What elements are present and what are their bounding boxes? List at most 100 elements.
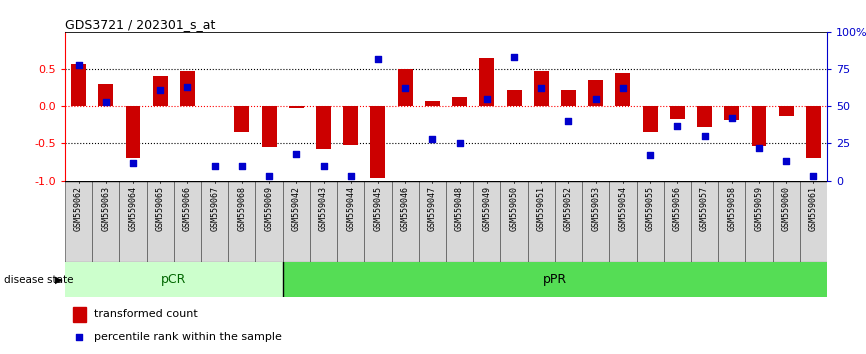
FancyBboxPatch shape bbox=[255, 181, 282, 262]
Text: pCR: pCR bbox=[161, 273, 186, 286]
Point bbox=[643, 153, 657, 158]
Text: transformed count: transformed count bbox=[94, 309, 197, 319]
Text: GSM559047: GSM559047 bbox=[428, 186, 436, 231]
Bar bbox=[669, 106, 685, 119]
Point bbox=[534, 86, 548, 91]
FancyBboxPatch shape bbox=[772, 181, 800, 262]
Text: GDS3721 / 202301_s_at: GDS3721 / 202301_s_at bbox=[65, 18, 216, 31]
Bar bbox=[643, 106, 657, 132]
Text: ▶: ▶ bbox=[55, 275, 62, 285]
Bar bbox=[724, 106, 740, 120]
Bar bbox=[371, 106, 385, 178]
FancyBboxPatch shape bbox=[691, 181, 718, 262]
Point bbox=[806, 173, 820, 179]
Point bbox=[153, 87, 167, 93]
Bar bbox=[288, 106, 304, 108]
Point bbox=[208, 163, 222, 169]
FancyBboxPatch shape bbox=[365, 181, 391, 262]
Bar bbox=[533, 71, 549, 106]
Bar bbox=[126, 106, 140, 158]
Text: GSM559049: GSM559049 bbox=[482, 186, 491, 231]
FancyBboxPatch shape bbox=[663, 181, 691, 262]
Point bbox=[561, 118, 575, 124]
Text: GSM559061: GSM559061 bbox=[809, 186, 818, 231]
FancyBboxPatch shape bbox=[337, 181, 365, 262]
Point bbox=[317, 163, 331, 169]
Point bbox=[371, 56, 385, 62]
Point bbox=[73, 334, 87, 339]
FancyBboxPatch shape bbox=[501, 181, 527, 262]
Text: GSM559051: GSM559051 bbox=[537, 186, 546, 231]
Point bbox=[752, 145, 766, 151]
FancyBboxPatch shape bbox=[310, 181, 337, 262]
Point bbox=[99, 99, 113, 104]
FancyBboxPatch shape bbox=[391, 181, 419, 262]
Point bbox=[670, 123, 684, 129]
FancyBboxPatch shape bbox=[582, 181, 610, 262]
Point bbox=[344, 173, 358, 179]
FancyBboxPatch shape bbox=[282, 262, 827, 297]
Point bbox=[589, 96, 603, 102]
Text: GSM559060: GSM559060 bbox=[782, 186, 791, 231]
Bar bbox=[779, 106, 793, 116]
Bar bbox=[262, 106, 276, 147]
FancyBboxPatch shape bbox=[92, 181, 120, 262]
FancyBboxPatch shape bbox=[65, 262, 282, 297]
FancyBboxPatch shape bbox=[555, 181, 582, 262]
Text: GSM559050: GSM559050 bbox=[509, 186, 519, 231]
Bar bbox=[425, 101, 440, 106]
Point bbox=[126, 160, 140, 166]
Point bbox=[779, 158, 793, 164]
Point bbox=[698, 133, 712, 139]
Bar bbox=[806, 106, 821, 158]
Text: GSM559043: GSM559043 bbox=[319, 186, 328, 231]
Text: percentile rank within the sample: percentile rank within the sample bbox=[94, 332, 281, 342]
Bar bbox=[98, 84, 113, 106]
Point bbox=[616, 86, 630, 91]
Point bbox=[480, 96, 494, 102]
Text: GSM559054: GSM559054 bbox=[618, 186, 627, 231]
FancyBboxPatch shape bbox=[419, 181, 446, 262]
Text: disease state: disease state bbox=[4, 275, 74, 285]
FancyBboxPatch shape bbox=[229, 181, 255, 262]
Point bbox=[180, 84, 194, 90]
Text: GSM559058: GSM559058 bbox=[727, 186, 736, 231]
FancyBboxPatch shape bbox=[527, 181, 555, 262]
Bar bbox=[616, 73, 630, 106]
Bar bbox=[561, 90, 576, 106]
Bar bbox=[343, 106, 359, 145]
FancyBboxPatch shape bbox=[282, 181, 310, 262]
Text: GSM559053: GSM559053 bbox=[591, 186, 600, 231]
FancyBboxPatch shape bbox=[637, 181, 663, 262]
FancyBboxPatch shape bbox=[746, 181, 772, 262]
FancyBboxPatch shape bbox=[201, 181, 229, 262]
Text: GSM559063: GSM559063 bbox=[101, 186, 110, 231]
Text: GSM559065: GSM559065 bbox=[156, 186, 165, 231]
FancyBboxPatch shape bbox=[174, 181, 201, 262]
FancyBboxPatch shape bbox=[473, 181, 501, 262]
Text: GSM559068: GSM559068 bbox=[237, 186, 246, 231]
Text: GSM559045: GSM559045 bbox=[373, 186, 383, 231]
Bar bbox=[507, 90, 521, 106]
FancyBboxPatch shape bbox=[800, 181, 827, 262]
Text: GSM559052: GSM559052 bbox=[564, 186, 573, 231]
Bar bbox=[316, 106, 331, 149]
Text: GSM559042: GSM559042 bbox=[292, 186, 301, 231]
Point bbox=[425, 136, 439, 142]
Bar bbox=[397, 69, 412, 106]
Text: GSM559067: GSM559067 bbox=[210, 186, 219, 231]
FancyBboxPatch shape bbox=[65, 181, 92, 262]
Point bbox=[235, 163, 249, 169]
Point bbox=[289, 151, 303, 156]
FancyBboxPatch shape bbox=[610, 181, 637, 262]
Text: GSM559062: GSM559062 bbox=[74, 186, 83, 231]
Text: GSM559069: GSM559069 bbox=[265, 186, 274, 231]
Text: GSM559059: GSM559059 bbox=[754, 186, 764, 231]
Point bbox=[507, 54, 521, 60]
FancyBboxPatch shape bbox=[146, 181, 174, 262]
FancyBboxPatch shape bbox=[446, 181, 473, 262]
Bar bbox=[73, 307, 87, 321]
Text: pPR: pPR bbox=[543, 273, 567, 286]
Bar bbox=[697, 106, 712, 127]
FancyBboxPatch shape bbox=[120, 181, 146, 262]
